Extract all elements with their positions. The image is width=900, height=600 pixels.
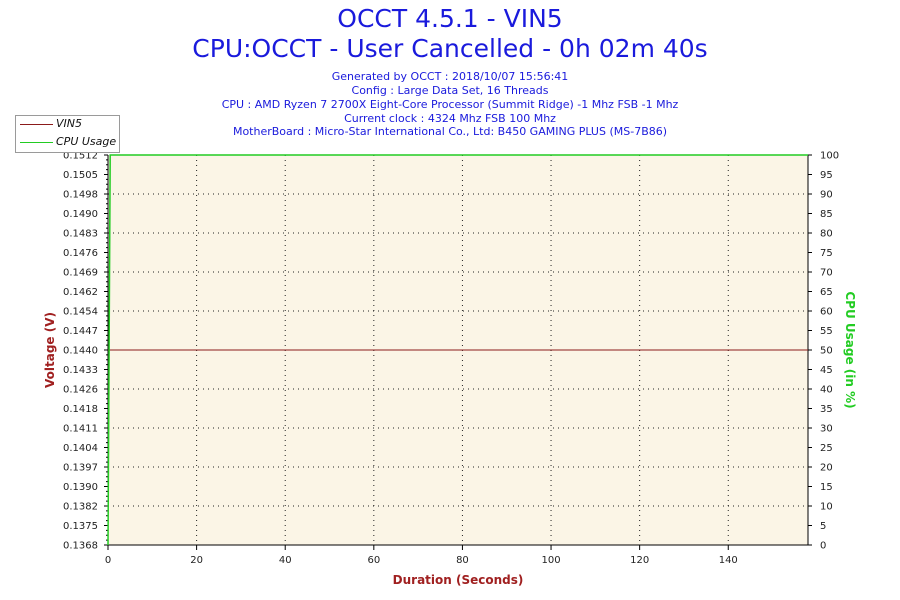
y-tick-label-right: 80 — [820, 229, 833, 240]
y-tick-label-left: 0.1483 — [63, 229, 98, 240]
y-tick-label-left: 0.1390 — [63, 482, 98, 493]
y-tick-label-right: 55 — [820, 326, 833, 337]
y-tick-label-right: 15 — [820, 482, 833, 493]
x-tick-label: 100 — [541, 555, 560, 566]
y-tick-label-left: 0.1469 — [63, 268, 98, 279]
x-tick-label: 0 — [105, 555, 111, 566]
legend-swatch-cpu-usage — [20, 142, 53, 143]
y-tick-label-right: 35 — [820, 404, 833, 415]
y-tick-label-right: 20 — [820, 463, 833, 474]
legend: VIN5 CPU Usage — [15, 115, 120, 153]
y-tick-label-left: 0.1512 — [63, 151, 98, 162]
y-axis-label-left: Voltage (V) — [43, 312, 57, 388]
x-tick-label: 80 — [456, 555, 469, 566]
y-axis-label-right: CPU Usage (in %) — [843, 291, 857, 408]
x-tick-label: 20 — [190, 555, 203, 566]
y-tick-label-right: 100 — [820, 151, 839, 162]
y-tick-label-left: 0.1498 — [63, 190, 98, 201]
legend-swatch-vin5 — [20, 124, 53, 125]
y-tick-label-left: 0.1505 — [63, 170, 98, 181]
legend-label-cpu-usage: CPU Usage — [56, 135, 117, 148]
x-axis-label: Duration (Seconds) — [393, 573, 524, 587]
y-tick-label-right: 10 — [820, 502, 833, 513]
y-tick-label-left: 0.1382 — [63, 502, 98, 513]
y-tick-label-right: 25 — [820, 443, 833, 454]
info-cpu: CPU : AMD Ryzen 7 2700X Eight-Core Proce… — [221, 98, 679, 111]
y-tick-label-left: 0.1375 — [63, 521, 98, 532]
legend-label-vin5: VIN5 — [56, 117, 82, 130]
y-tick-label-right: 0 — [820, 541, 826, 552]
y-tick-label-right: 85 — [820, 209, 833, 220]
y-tick-label-left: 0.1368 — [63, 541, 98, 552]
y-tick-label-right: 30 — [820, 424, 833, 435]
info-config: Config : Large Data Set, 16 Threads — [351, 84, 549, 97]
y-tick-label-left: 0.1411 — [63, 424, 98, 435]
info-motherboard: MotherBoard : Micro-Star International C… — [232, 125, 668, 138]
legend-item-cpu-usage: CPU Usage — [16, 134, 119, 150]
y-tick-label-right: 45 — [820, 365, 833, 376]
y-tick-label-left: 0.1476 — [63, 248, 98, 259]
y-tick-label-left: 0.1462 — [63, 287, 98, 298]
info-generated: Generated by OCCT : 2018/10/07 15:56:41 — [331, 70, 569, 83]
y-tick-label-right: 90 — [820, 190, 833, 201]
y-tick-label-left: 0.1447 — [63, 326, 98, 337]
y-tick-label-right: 60 — [820, 307, 833, 318]
y-tick-label-right: 95 — [820, 170, 833, 181]
y-tick-label-right: 70 — [820, 268, 833, 279]
y-tick-label-right: 5 — [820, 521, 826, 532]
x-tick-label: 60 — [367, 555, 380, 566]
y-tick-label-right: 50 — [820, 346, 833, 357]
y-tick-label-left: 0.1397 — [63, 463, 98, 474]
y-tick-label-left: 0.1490 — [63, 209, 98, 220]
y-tick-label-left: 0.1440 — [63, 346, 98, 357]
series-line-cpu-usage — [107, 154, 808, 546]
y-tick-label-left: 0.1418 — [63, 404, 98, 415]
y-tick-label-left: 0.1426 — [63, 385, 98, 396]
chart-subtitle: CPU:OCCT - User Cancelled - 0h 02m 40s — [192, 34, 708, 63]
y-tick-label-left: 0.1454 — [63, 307, 98, 318]
y-tick-label-right: 65 — [820, 287, 833, 298]
x-tick-label: 140 — [719, 555, 738, 566]
info-clock: Current clock : 4324 Mhz FSB 100 Mhz — [344, 112, 556, 125]
y-tick-label-left: 0.1433 — [63, 365, 98, 376]
y-tick-label-right: 75 — [820, 248, 833, 259]
y-tick-label-left: 0.1404 — [63, 443, 98, 454]
legend-item-vin5: VIN5 — [16, 116, 119, 132]
chart-title: OCCT 4.5.1 - VIN5 — [337, 4, 563, 33]
x-tick-label: 120 — [630, 555, 649, 566]
x-tick-label: 40 — [279, 555, 292, 566]
y-tick-label-right: 40 — [820, 385, 833, 396]
